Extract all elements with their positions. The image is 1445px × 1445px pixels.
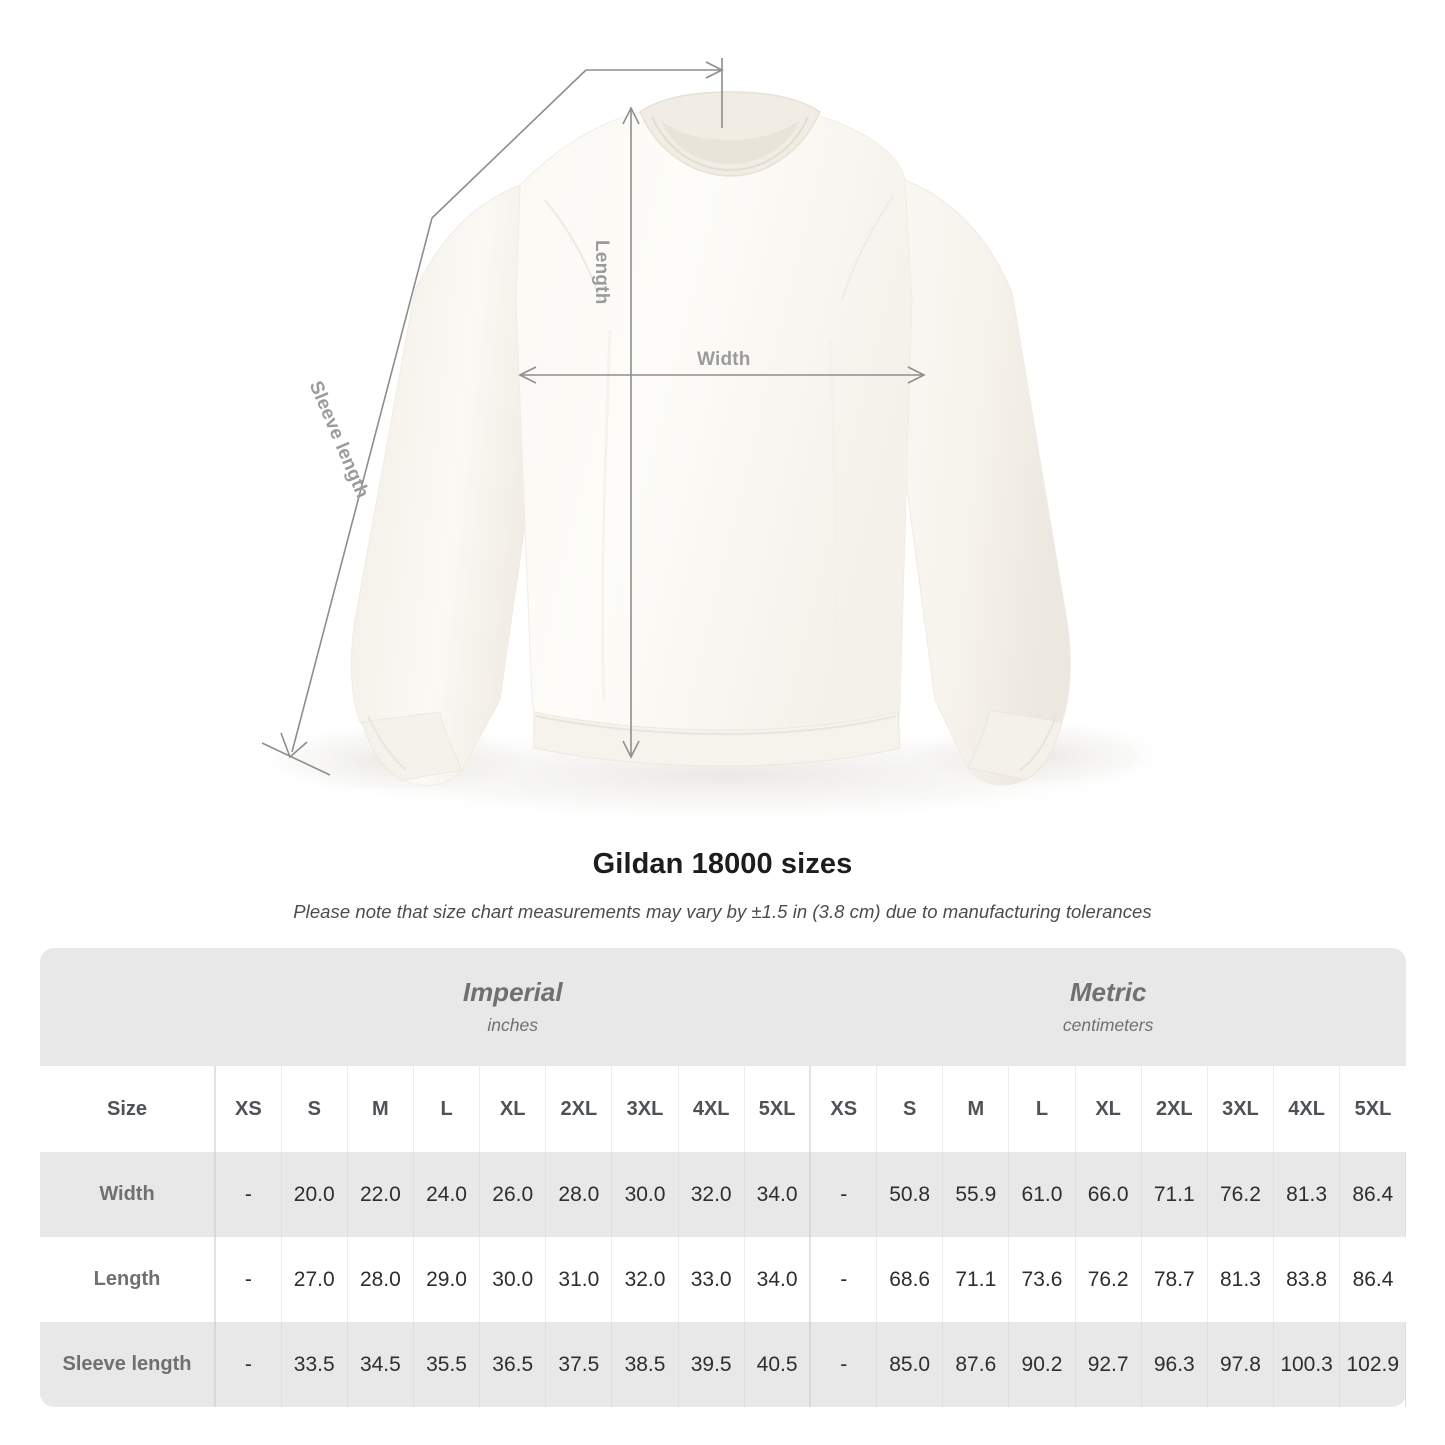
cell-sleeve-imperial-s: 33.5 [281, 1322, 348, 1407]
cell-length-metric-xs: - [809, 1237, 878, 1322]
cell-sleeve-metric-xl: 92.7 [1075, 1322, 1142, 1407]
cell-length-metric-m: 71.1 [942, 1237, 1010, 1322]
cell-width-metric-5xl: 86.4 [1339, 1152, 1407, 1237]
header-imperial-2xl: 2XL [545, 1066, 613, 1152]
cell-length-metric-s: 68.6 [876, 1237, 944, 1322]
cell-width-metric-4xl: 81.3 [1273, 1152, 1341, 1237]
cell-width-metric-2xl: 71.1 [1141, 1152, 1208, 1237]
cell-length-metric-l: 73.6 [1008, 1237, 1076, 1322]
cell-width-imperial-3xl: 30.0 [611, 1152, 679, 1237]
header-metric-3xl: 3XL [1207, 1066, 1275, 1152]
header-size-label: Size [40, 1066, 216, 1152]
header-metric-4xl: 4XL [1273, 1066, 1341, 1152]
title-block: Gildan 18000 sizes Please note that size… [0, 848, 1445, 923]
cell-sleeve-metric-m: 87.6 [942, 1322, 1010, 1407]
header-metric-2xl: 2XL [1141, 1066, 1208, 1152]
cell-length-metric-xl: 76.2 [1075, 1237, 1142, 1322]
unit-imperial-name: Imperial [462, 976, 563, 1007]
cell-sleeve-metric-l: 90.2 [1008, 1322, 1076, 1407]
cell-sleeve-metric-2xl: 96.3 [1141, 1322, 1208, 1407]
cell-sleeve-metric-3xl: 97.8 [1207, 1322, 1275, 1407]
unit-metric-sub: centimeters [1062, 1015, 1154, 1036]
length-measurement-label: Length [591, 240, 612, 305]
cell-sleeve-imperial-xs: - [215, 1322, 282, 1407]
cell-width-metric-xs: - [809, 1152, 878, 1237]
header-imperial-l: L [413, 1066, 481, 1152]
page-title: Gildan 18000 sizes [592, 848, 853, 880]
unit-banner-metric: Metric centimeters [810, 948, 1406, 1066]
header-imperial-3xl: 3XL [611, 1066, 679, 1152]
row-label-sleeve-length: Sleeve length [40, 1322, 216, 1407]
cell-length-metric-4xl: 83.8 [1273, 1237, 1341, 1322]
header-imperial-5xl: 5XL [744, 1066, 811, 1152]
unit-metric-name: Metric [1069, 976, 1147, 1007]
cell-width-imperial-l: 24.0 [413, 1152, 481, 1237]
cell-length-imperial-l: 29.0 [413, 1237, 481, 1322]
header-metric-xs: XS [809, 1066, 878, 1152]
cell-width-imperial-s: 20.0 [281, 1152, 348, 1237]
cell-width-metric-m: 55.9 [942, 1152, 1010, 1237]
unit-banner-spacer [40, 948, 215, 1066]
header-metric-xl: XL [1075, 1066, 1142, 1152]
cell-length-metric-3xl: 81.3 [1207, 1237, 1275, 1322]
cell-width-imperial-xs: - [215, 1152, 282, 1237]
unit-banner-row: Imperial inches Metric centimeters [40, 948, 1406, 1066]
size-header-row: Size XS S M L XL 2XL 3XL 4XL 5XL XS S M … [40, 1066, 1406, 1152]
header-metric-s: S [876, 1066, 944, 1152]
header-imperial-s: S [281, 1066, 348, 1152]
cell-width-metric-3xl: 76.2 [1207, 1152, 1275, 1237]
header-metric-5xl: 5XL [1339, 1066, 1406, 1152]
garment-diagram: Length Width Sleeve length [250, 58, 1175, 823]
header-imperial-xl: XL [479, 1066, 547, 1152]
header-imperial-m: M [347, 1066, 414, 1152]
cell-length-metric-5xl: 86.4 [1339, 1237, 1406, 1322]
cell-length-imperial-xl: 30.0 [479, 1237, 547, 1322]
unit-banner-imperial: Imperial inches [215, 948, 811, 1066]
table-row: Width - 20.0 22.0 24.0 26.0 28.0 30.0 32… [40, 1152, 1407, 1237]
cell-sleeve-imperial-l: 35.5 [413, 1322, 481, 1407]
cell-sleeve-metric-4xl: 100.3 [1273, 1322, 1341, 1407]
header-imperial-xs: XS [215, 1066, 282, 1152]
cell-length-imperial-4xl: 33.0 [678, 1237, 745, 1322]
cell-length-imperial-3xl: 32.0 [611, 1237, 679, 1322]
cell-width-imperial-5xl: 34.0 [744, 1152, 811, 1237]
cell-width-metric-l: 61.0 [1008, 1152, 1076, 1237]
sweatshirt-illustration [250, 58, 1175, 823]
width-measurement-label: Width [697, 349, 751, 370]
cell-sleeve-imperial-2xl: 37.5 [545, 1322, 613, 1407]
cell-sleeve-metric-5xl: 102.9 [1339, 1322, 1407, 1407]
row-label-width: Width [40, 1152, 216, 1237]
cell-sleeve-imperial-m: 34.5 [347, 1322, 414, 1407]
cell-sleeve-imperial-4xl: 39.5 [678, 1322, 745, 1407]
cell-length-imperial-m: 28.0 [347, 1237, 414, 1322]
cell-length-imperial-s: 27.0 [281, 1237, 348, 1322]
cell-sleeve-imperial-xl: 36.5 [479, 1322, 547, 1407]
header-imperial-4xl: 4XL [678, 1066, 745, 1152]
cell-sleeve-metric-xs: - [809, 1322, 878, 1407]
cell-length-metric-2xl: 78.7 [1141, 1237, 1208, 1322]
cell-width-imperial-2xl: 28.0 [545, 1152, 613, 1237]
size-chart-table-wrapper: Imperial inches Metric centimeters Size … [40, 948, 1407, 1407]
cell-sleeve-imperial-3xl: 38.5 [611, 1322, 679, 1407]
size-chart-table: Imperial inches Metric centimeters Size … [40, 948, 1407, 1407]
cell-width-metric-xl: 66.0 [1075, 1152, 1142, 1237]
cell-length-imperial-2xl: 31.0 [545, 1237, 613, 1322]
cell-width-imperial-xl: 26.0 [479, 1152, 547, 1237]
header-metric-l: L [1008, 1066, 1076, 1152]
unit-imperial-sub: inches [487, 1015, 538, 1036]
table-row: Sleeve length - 33.5 34.5 35.5 36.5 37.5… [40, 1322, 1407, 1407]
tolerance-note: Please note that size chart measurements… [293, 901, 1152, 922]
cell-width-imperial-m: 22.0 [347, 1152, 414, 1237]
cell-length-imperial-xs: - [215, 1237, 282, 1322]
cell-length-imperial-5xl: 34.0 [744, 1237, 811, 1322]
cell-sleeve-imperial-5xl: 40.5 [744, 1322, 811, 1407]
table-row: Length - 27.0 28.0 29.0 30.0 31.0 32.0 3… [40, 1237, 1406, 1322]
cell-width-metric-s: 50.8 [876, 1152, 944, 1237]
row-label-length: Length [40, 1237, 216, 1322]
cell-sleeve-metric-s: 85.0 [876, 1322, 944, 1407]
header-metric-m: M [942, 1066, 1010, 1152]
cell-width-imperial-4xl: 32.0 [678, 1152, 745, 1237]
